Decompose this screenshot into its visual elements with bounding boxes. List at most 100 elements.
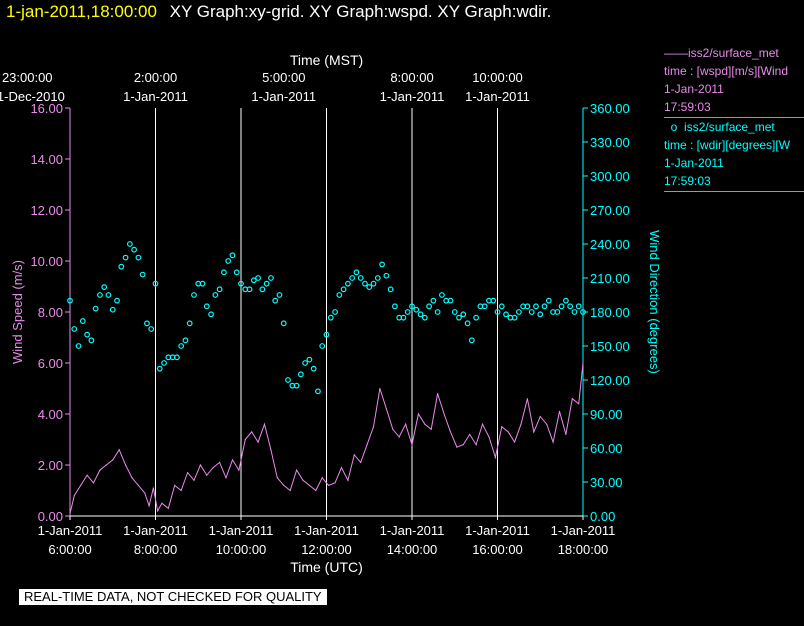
legend-entry-wspd: ——iss2/surface_met time : [wspd][m/s][Wi… [664, 44, 804, 118]
wind-direction-point [528, 309, 535, 315]
wind-speed-point [514, 441, 516, 443]
legend-wdir-time: 17:59:03 [664, 174, 711, 188]
legend-wspd-date: 1-Jan-2011 [664, 82, 724, 96]
vertical-grid-lines [155, 108, 584, 516]
wind-speed-point [193, 479, 195, 481]
left-tick-label: 6.00 [38, 356, 63, 371]
wind-speed-point [578, 403, 580, 405]
wind-direction-point [430, 297, 437, 304]
wind-direction-point [203, 303, 210, 310]
wind-speed-point [263, 423, 266, 425]
wind-speed-point [283, 484, 285, 486]
right-tick-label: 90.00 [590, 407, 623, 422]
wind-speed-point [328, 484, 330, 486]
wind-direction-point [558, 303, 565, 310]
wind-speed-point [340, 466, 343, 469]
wind-speed-point [251, 431, 253, 433]
wind-speed-point [244, 438, 246, 441]
wind-direction-point [464, 320, 471, 327]
wind-speed-point [533, 431, 535, 433]
top-tick-date: 1-Jan-2011 [465, 89, 530, 104]
wind-speed-point [372, 426, 375, 428]
wind-direction-point [246, 286, 253, 293]
left-axis-label: Wind Speed (m/s) [10, 260, 25, 364]
wind-speed-point [424, 423, 426, 425]
wind-direction-point [152, 280, 159, 287]
wind-speed-point [157, 510, 159, 512]
wind-speed-point [494, 456, 496, 458]
wind-direction-point [173, 354, 180, 361]
wind-speed-point [302, 479, 304, 481]
wind-direction-point [225, 258, 232, 264]
wind-speed-point [398, 436, 400, 438]
wind-speed-point [257, 441, 259, 443]
wind-speed-point [552, 441, 554, 443]
wind-speed-point [411, 444, 413, 446]
wind-speed-point [430, 428, 432, 430]
wind-direction-series [67, 241, 586, 395]
wind-speed-point [321, 477, 323, 479]
wind-direction-point [79, 318, 86, 324]
right-axis-label: Wind Direction (degrees) [647, 230, 662, 374]
bottom-tick-time: 18:00:00 [558, 542, 609, 557]
top-tick-time: 2:00:00 [134, 70, 177, 85]
wind-direction-point [272, 297, 279, 304]
wind-speed-point [469, 433, 471, 435]
wind-direction-point [109, 306, 116, 313]
wind-direction-point [426, 303, 433, 310]
wind-speed-point [161, 502, 163, 504]
wind-direction-point [379, 261, 385, 268]
wind-speed-point [315, 489, 317, 492]
plot-header: 1-jan-2011,18:00:00 XY Graph:xy-grid. XY… [6, 2, 551, 22]
wind-direction-point [417, 311, 424, 318]
left-tick-label: 12.00 [30, 203, 63, 218]
wind-direction-point [131, 246, 138, 253]
wind-direction-point [212, 292, 219, 298]
wind-direction-point [263, 280, 270, 287]
wind-direction-point [327, 314, 334, 321]
bottom-tick-time: 16:00:00 [472, 542, 523, 557]
top-tick-date: 1-Jan-2011 [123, 89, 188, 104]
wind-direction-point [156, 365, 163, 372]
wind-direction-point [336, 292, 343, 298]
wind-speed-point [289, 489, 291, 492]
bottom-tick-time: 8:00:00 [134, 542, 177, 557]
wind-direction-point [421, 314, 428, 321]
wind-direction-point [473, 314, 480, 321]
wind-direction-point [460, 311, 467, 318]
wind-direction-point [191, 292, 197, 298]
bottom-tick-date: 1-Jan-2011 [551, 523, 616, 538]
wind-speed-point [80, 484, 82, 486]
wind-direction-point [537, 311, 544, 318]
legend-circle-marker: o [670, 120, 678, 134]
wind-direction-point [332, 309, 338, 315]
wind-direction-point [413, 306, 420, 313]
top-tick-time: 23:00:00 [2, 70, 53, 85]
wind-speed-series [69, 362, 584, 515]
wind-speed-point [392, 428, 394, 430]
wind-direction-point [126, 241, 133, 247]
wind-speed-point [558, 410, 561, 413]
wind-direction-point [580, 309, 586, 315]
wind-direction-point [310, 365, 317, 372]
wind-direction-point [122, 254, 129, 261]
wind-speed-point [449, 431, 452, 433]
wind-speed-point [148, 505, 150, 507]
top-tick-date: 1-Jan-2011 [251, 89, 316, 104]
wind-direction-point [357, 275, 364, 281]
wind-direction-point [259, 286, 266, 293]
wind-direction-point [220, 269, 227, 276]
wind-direction-point [387, 286, 394, 293]
wind-direction-point [139, 271, 146, 278]
legend: ——iss2/surface_met time : [wspd][m/s][Wi… [664, 44, 804, 192]
wind-speed-point [404, 423, 407, 425]
wind-speed-point [174, 484, 176, 486]
wind-direction-point [515, 309, 522, 315]
wind-speed-point [225, 477, 227, 479]
bottom-tick-time: 12:00:00 [301, 542, 352, 557]
wind-speed-point [276, 477, 278, 479]
quality-warning-banner: REAL-TIME DATA, NOT CHECKED FOR QUALITY [19, 589, 327, 605]
wind-speed-point [92, 482, 95, 484]
bottom-axis-title: Time (UTC) [290, 559, 363, 575]
